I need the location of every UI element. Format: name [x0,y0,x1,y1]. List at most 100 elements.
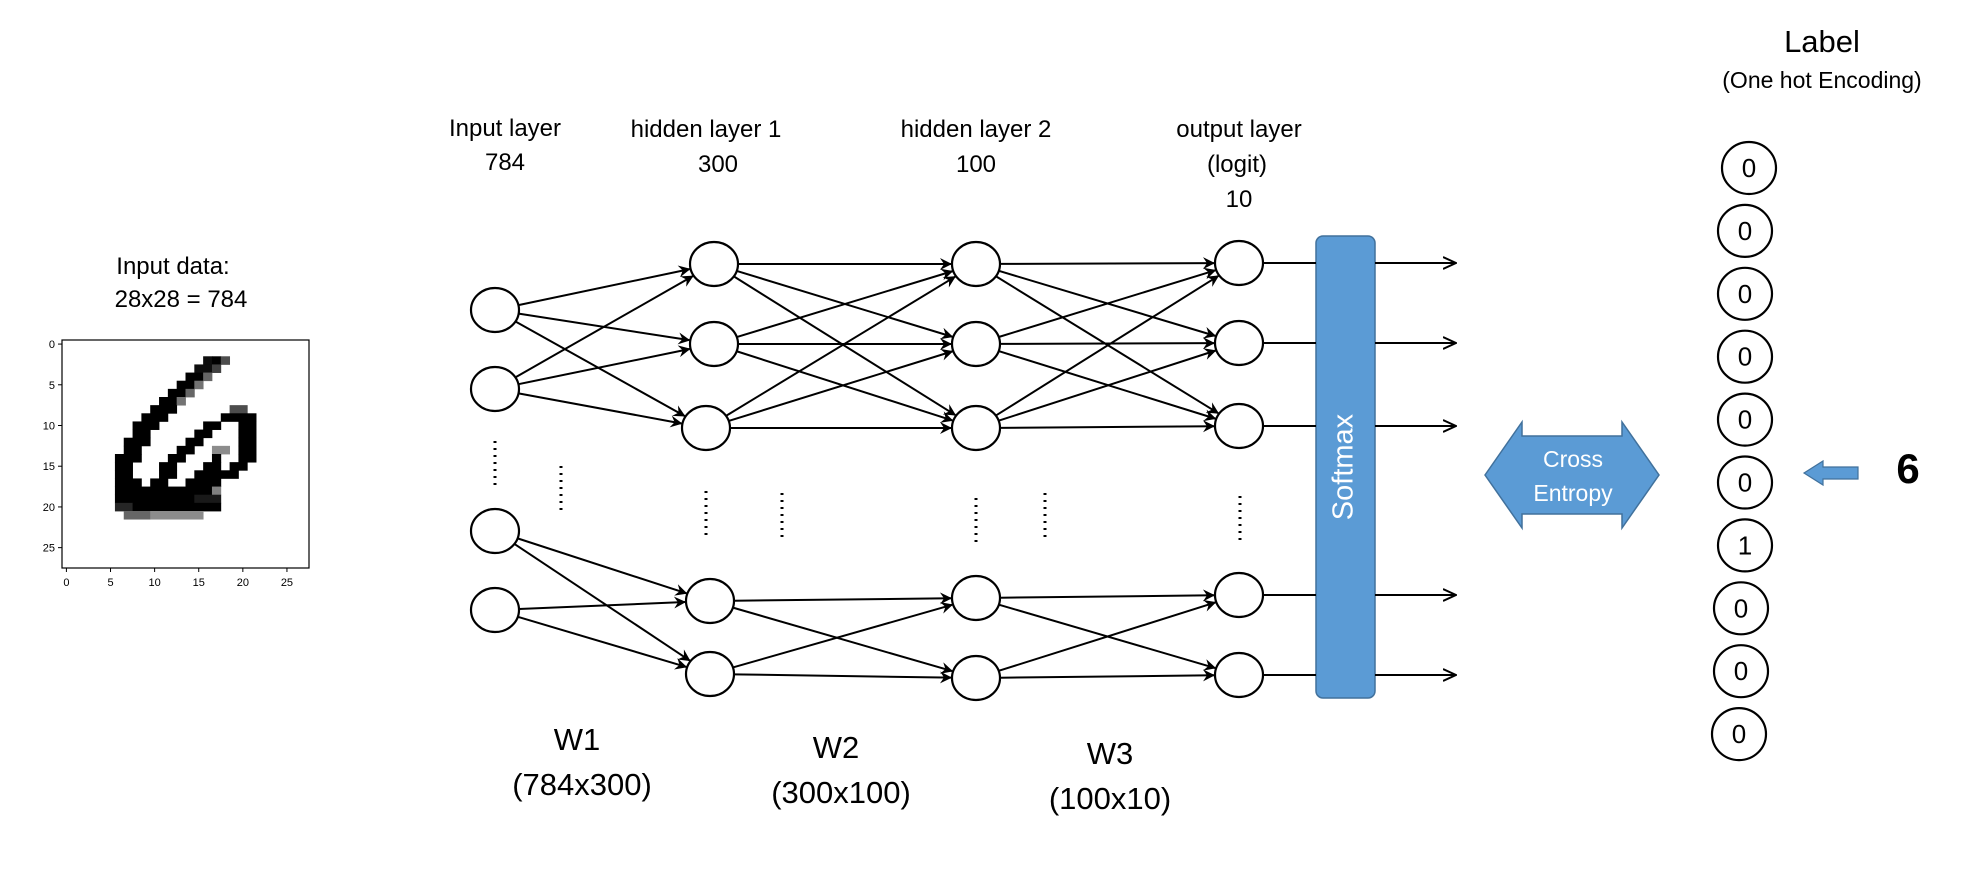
digit-pixel [194,364,213,373]
connection-edge [995,275,1220,417]
digit-pixel [132,421,160,430]
one-hot-value: 0 [1738,279,1752,309]
output-layer-node [1213,571,1265,619]
connection-edge [999,337,1216,350]
x-tick-label: 0 [63,577,69,589]
digit-pixel [167,388,186,398]
digit-pixel [167,454,186,463]
connection-edge [998,348,1217,422]
hidden-layer-1-node [688,240,740,288]
one-hot-cell [1716,518,1774,573]
y-tick-label: 20 [43,502,55,514]
input-layer-size: 784 [485,149,525,176]
digit-pixel [238,454,257,463]
y-tick-label: 0 [49,339,55,351]
softmax-block [1315,235,1376,699]
digit-pixel [123,445,142,455]
input-data-size: 28x28 = 784 [115,286,248,313]
digit-pixel [176,445,195,455]
one-hot-cell [1716,329,1774,384]
one-hot-value: 0 [1732,719,1746,749]
connection-edge [732,606,954,674]
y-tick-label: 25 [43,543,55,555]
connection-edge [518,265,691,307]
connection-edge [517,537,688,596]
connection-edge [518,345,691,386]
output-layer-title: output layer [1176,116,1301,143]
connection-edge [732,602,954,669]
w1-label: W1 [554,722,601,757]
label-title: Label [1784,24,1860,59]
x-tick-label: 10 [149,577,161,589]
w2-label: W2 [813,730,860,765]
connection-edge [998,600,1217,672]
output-arrows [1263,263,1456,675]
w3-label: W3 [1087,736,1134,771]
connection-edge [998,267,1217,338]
digit-pixel [150,405,178,414]
hidden-layer-2-size: 100 [956,151,996,178]
digit-pixel [220,413,257,422]
cross-entropy-label-line2: Entropy [1533,480,1613,506]
digit-pixel [211,445,230,455]
digit-pixel [114,462,133,471]
one-hot-value: 0 [1738,468,1752,498]
digit-pixel [159,397,178,406]
digit-pixel [114,494,195,504]
network-connections [513,257,1220,684]
digit-pixel [176,397,186,406]
one-hot-value: 0 [1734,656,1748,686]
digit-plot-frame [61,339,310,569]
digit-pixel [203,372,213,382]
digit-plot-ticks: 0 5 10 15 20 25 0 5 10 15 20 25 [43,339,293,589]
digit-pixel [220,356,231,365]
one-hot-cell [1716,266,1774,321]
input-layer-node [469,586,521,634]
hidden-layer-2-node [950,240,1002,288]
hidden-layer-1-node [688,320,740,368]
ellipsis-dots [493,441,1242,547]
input-data-title: Input data: [116,253,229,280]
digit-pixel [114,454,142,463]
hidden-layer-2-node [950,654,1002,702]
digit-pixel [238,421,257,430]
digit-pixel [123,511,151,520]
input-layer-node [469,365,521,413]
digit-pixel [238,445,257,455]
input-layer-node [469,286,521,334]
connection-edge [513,543,691,662]
one-hot-cell [1716,392,1774,447]
digit-pixel [194,470,239,479]
digit-pixel [123,437,151,447]
y-tick-label: 10 [43,421,55,433]
one-hot-value: 0 [1738,216,1752,246]
connection-edge [733,592,953,605]
connection-edge [736,268,954,339]
digit-pixel [114,478,142,487]
digit-pixel [150,511,204,520]
digit-pixel [194,429,213,439]
hidden-layer-1-node [684,650,736,698]
w3-dims: (100x10) [1049,781,1171,816]
one-hot-vector: 0 0 0 0 0 0 1 0 0 0 [1710,140,1778,762]
digit-pixel [176,380,195,390]
one-hot-cell [1712,581,1770,636]
connection-edge [518,392,683,428]
one-hot-cell [1716,203,1774,258]
one-hot-value: 0 [1738,342,1752,372]
hidden-layer-2-node [950,574,1002,622]
cross-entropy-arrow [1484,419,1660,531]
connection-edge [733,275,957,416]
one-hot-cell [1716,455,1774,510]
digit-pixel [229,405,248,414]
digit-pixel [203,356,213,365]
output-layer-node [1213,651,1265,699]
y-tick-label: 5 [49,380,55,392]
cross-entropy-label-line1: Cross [1543,446,1603,472]
one-hot-value: 0 [1734,593,1748,623]
network-nodes [469,239,1265,702]
connection-edge [725,275,956,417]
connection-edge [514,275,694,379]
connection-edge [728,348,954,422]
